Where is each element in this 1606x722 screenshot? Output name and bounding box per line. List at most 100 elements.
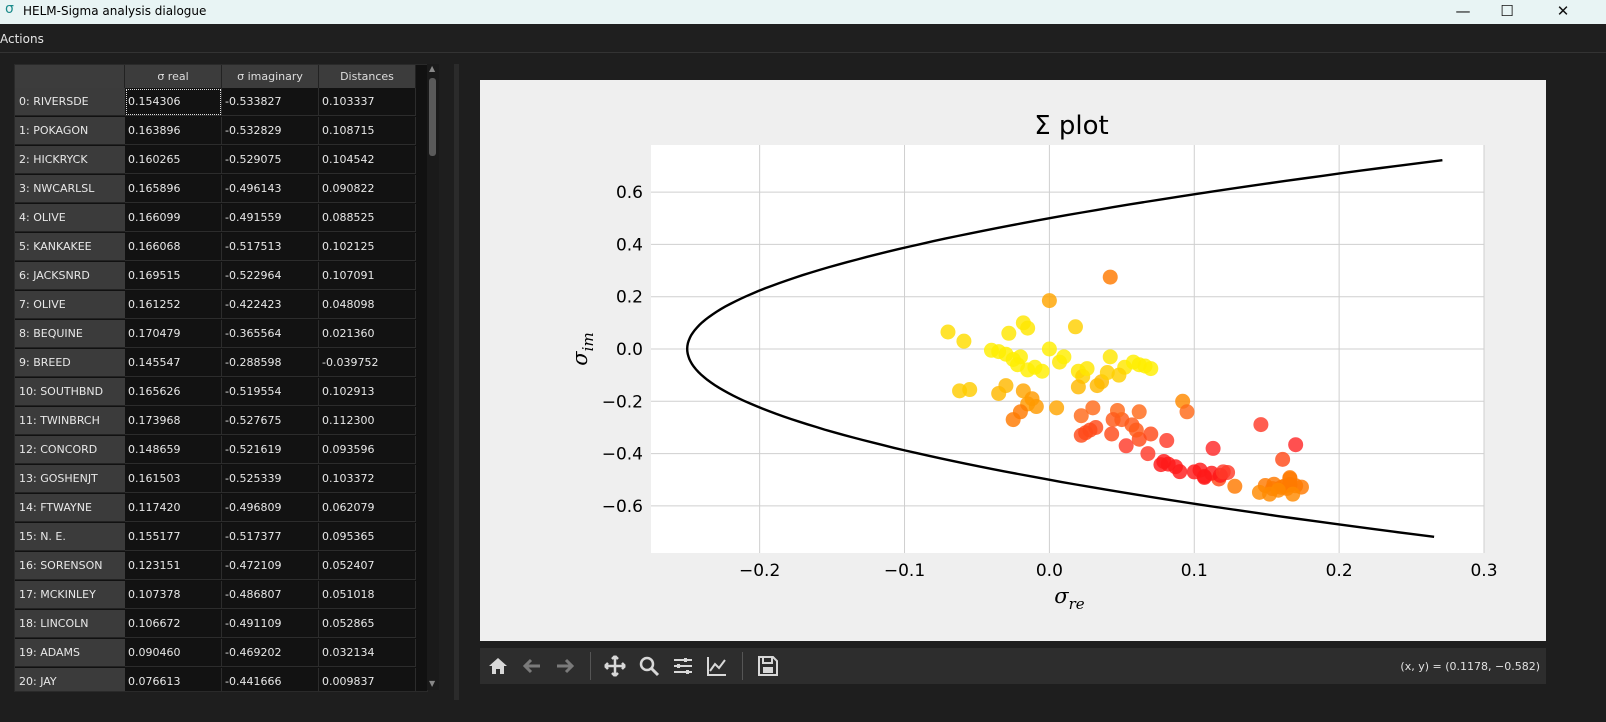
distance-cell[interactable]: 0.104542 bbox=[319, 146, 416, 174]
plot-canvas[interactable]: −0.2 −0.1 0.0 0.1 0.2 0.3 −0.6 −0.4 −0.2 0.0 0.2 0.… bbox=[480, 80, 1546, 641]
sigma-imaginary-cell[interactable]: -0.517377 bbox=[222, 523, 319, 551]
panel-splitter[interactable] bbox=[454, 64, 459, 700]
maximize-button[interactable]: ☐ bbox=[1484, 0, 1530, 24]
row-header[interactable]: 18: LINCOLN bbox=[15, 610, 125, 638]
row-header[interactable]: 5: KANKAKEE bbox=[15, 233, 125, 261]
row-header[interactable]: 20: JAY bbox=[15, 668, 125, 691]
distance-cell[interactable]: 0.062079 bbox=[319, 494, 416, 522]
minimize-button[interactable]: — bbox=[1440, 0, 1486, 24]
sigma-imaginary-cell[interactable]: -0.529075 bbox=[222, 146, 319, 174]
row-header[interactable]: 7: OLIVE bbox=[15, 291, 125, 319]
sigma-real-cell[interactable]: 0.148659 bbox=[125, 436, 222, 464]
sigma-imaginary-cell[interactable]: -0.365564 bbox=[222, 320, 319, 348]
sigma-imaginary-cell[interactable]: -0.517513 bbox=[222, 233, 319, 261]
edit-axes-icon[interactable] bbox=[705, 654, 729, 678]
table-corner[interactable] bbox=[15, 65, 125, 88]
sigma-real-cell[interactable]: 0.166068 bbox=[125, 233, 222, 261]
distance-cell[interactable]: 0.048098 bbox=[319, 291, 416, 319]
row-header[interactable]: 3: NWCARLSL bbox=[15, 175, 125, 203]
sigma-real-cell[interactable]: 0.170479 bbox=[125, 320, 222, 348]
sigma-real-cell[interactable]: 0.166099 bbox=[125, 204, 222, 232]
distance-cell[interactable]: 0.108715 bbox=[319, 117, 416, 145]
sigma-imaginary-cell[interactable]: -0.491559 bbox=[222, 204, 319, 232]
scroll-up-icon[interactable]: ▲ bbox=[429, 64, 436, 73]
forward-arrow-icon[interactable] bbox=[553, 654, 577, 678]
row-header[interactable]: 12: CONCORD bbox=[15, 436, 125, 464]
sigma-real-cell[interactable]: 0.106672 bbox=[125, 610, 222, 638]
sigma-imaginary-cell[interactable]: -0.533827 bbox=[222, 88, 319, 116]
row-header[interactable]: 8: BEQUINE bbox=[15, 320, 125, 348]
distance-cell[interactable]: 0.021360 bbox=[319, 320, 416, 348]
row-header[interactable]: 2: HICKRYCK bbox=[15, 146, 125, 174]
back-arrow-icon[interactable] bbox=[520, 654, 544, 678]
close-button[interactable]: ✕ bbox=[1540, 0, 1586, 24]
sigma-imaginary-cell[interactable]: -0.525339 bbox=[222, 465, 319, 493]
row-header[interactable]: 4: OLIVE bbox=[15, 204, 125, 232]
sigma-real-cell[interactable]: 0.090460 bbox=[125, 639, 222, 667]
row-header[interactable]: 13: GOSHENJT bbox=[15, 465, 125, 493]
column-header-sigma-imaginary[interactable]: σ imaginary bbox=[222, 65, 319, 88]
column-header-sigma-real[interactable]: σ real bbox=[125, 65, 222, 88]
distance-cell[interactable]: 0.032134 bbox=[319, 639, 416, 667]
sigma-imaginary-cell[interactable]: -0.469202 bbox=[222, 639, 319, 667]
row-header[interactable]: 17: MCKINLEY bbox=[15, 581, 125, 609]
sigma-imaginary-cell[interactable]: -0.519554 bbox=[222, 378, 319, 406]
sigma-imaginary-cell[interactable]: -0.532829 bbox=[222, 117, 319, 145]
row-header[interactable]: 6: JACKSNRD bbox=[15, 262, 125, 290]
distance-cell[interactable]: 0.009837 bbox=[319, 668, 416, 691]
sigma-real-cell[interactable]: 0.155177 bbox=[125, 523, 222, 551]
scroll-down-icon[interactable]: ▼ bbox=[429, 679, 436, 688]
sigma-imaginary-cell[interactable]: -0.288598 bbox=[222, 349, 319, 377]
sigma-imaginary-cell[interactable]: -0.521619 bbox=[222, 436, 319, 464]
row-header[interactable]: 10: SOUTHBND bbox=[15, 378, 125, 406]
sigma-real-cell[interactable]: 0.165896 bbox=[125, 175, 222, 203]
row-header[interactable]: 14: FTWAYNE bbox=[15, 494, 125, 522]
sigma-imaginary-cell[interactable]: -0.422423 bbox=[222, 291, 319, 319]
sigma-real-cell[interactable]: 0.163896 bbox=[125, 117, 222, 145]
distance-cell[interactable]: 0.102913 bbox=[319, 378, 416, 406]
sigma-real-cell[interactable]: 0.165626 bbox=[125, 378, 222, 406]
sigma-real-cell[interactable]: 0.117420 bbox=[125, 494, 222, 522]
sigma-real-cell[interactable]: 0.161503 bbox=[125, 465, 222, 493]
zoom-icon[interactable] bbox=[637, 654, 661, 678]
sigma-imaginary-cell[interactable]: -0.472109 bbox=[222, 552, 319, 580]
sigma-real-cell[interactable]: 0.154306 bbox=[125, 88, 222, 116]
distance-cell[interactable]: 0.093596 bbox=[319, 436, 416, 464]
row-header[interactable]: 1: POKAGON bbox=[15, 117, 125, 145]
column-header-distances[interactable]: Distances bbox=[319, 65, 416, 88]
sigma-imaginary-cell[interactable]: -0.441666 bbox=[222, 668, 319, 691]
scrollbar-thumb[interactable] bbox=[429, 78, 436, 156]
distance-cell[interactable]: 0.095365 bbox=[319, 523, 416, 551]
sigma-imaginary-cell[interactable]: -0.496143 bbox=[222, 175, 319, 203]
distance-cell[interactable]: 0.088525 bbox=[319, 204, 416, 232]
row-header[interactable]: 15: N. E. bbox=[15, 523, 125, 551]
pan-icon[interactable] bbox=[603, 654, 627, 678]
distance-cell[interactable]: -0.039752 bbox=[319, 349, 416, 377]
row-header[interactable]: 9: BREED bbox=[15, 349, 125, 377]
sigma-imaginary-cell[interactable]: -0.527675 bbox=[222, 407, 319, 435]
distance-cell[interactable]: 0.051018 bbox=[319, 581, 416, 609]
sigma-imaginary-cell[interactable]: -0.522964 bbox=[222, 262, 319, 290]
distance-cell[interactable]: 0.052407 bbox=[319, 552, 416, 580]
configure-subplots-icon[interactable] bbox=[671, 654, 695, 678]
sigma-real-cell[interactable]: 0.161252 bbox=[125, 291, 222, 319]
menu-actions[interactable]: Actions bbox=[0, 32, 44, 46]
sigma-real-cell[interactable]: 0.107378 bbox=[125, 581, 222, 609]
distance-cell[interactable]: 0.102125 bbox=[319, 233, 416, 261]
sigma-imaginary-cell[interactable]: -0.491109 bbox=[222, 610, 319, 638]
save-icon[interactable] bbox=[756, 654, 780, 678]
sigma-real-cell[interactable]: 0.145547 bbox=[125, 349, 222, 377]
sigma-imaginary-cell[interactable]: -0.486807 bbox=[222, 581, 319, 609]
distance-cell[interactable]: 0.103337 bbox=[319, 88, 416, 116]
distance-cell[interactable]: 0.107091 bbox=[319, 262, 416, 290]
row-header[interactable]: 19: ADAMS bbox=[15, 639, 125, 667]
sigma-real-cell[interactable]: 0.123151 bbox=[125, 552, 222, 580]
sigma-imaginary-cell[interactable]: -0.496809 bbox=[222, 494, 319, 522]
row-header[interactable]: 11: TWINBRCH bbox=[15, 407, 125, 435]
sigma-real-cell[interactable]: 0.076613 bbox=[125, 668, 222, 691]
sigma-real-cell[interactable]: 0.173968 bbox=[125, 407, 222, 435]
distance-cell[interactable]: 0.103372 bbox=[319, 465, 416, 493]
row-header[interactable]: 16: SORENSON bbox=[15, 552, 125, 580]
home-icon[interactable] bbox=[486, 654, 510, 678]
sigma-real-cell[interactable]: 0.160265 bbox=[125, 146, 222, 174]
